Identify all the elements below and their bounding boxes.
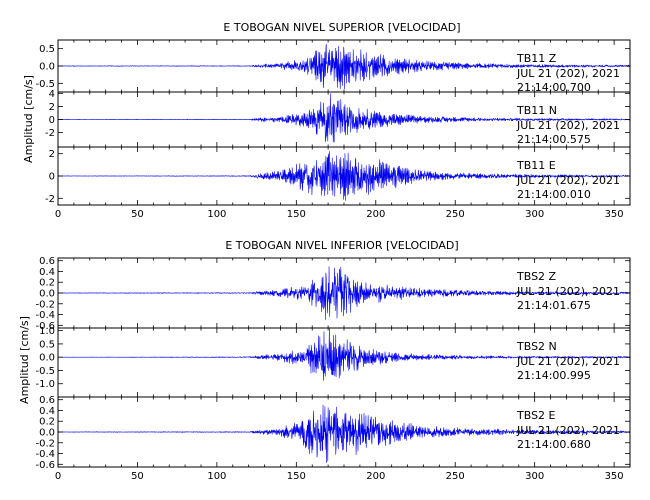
x-tick-label: 0 [55,471,61,482]
panel-tb11-z: -0.5 0.0 0.5 TB11 Z JUL 21 (202), 202121:14:… [35,39,631,94]
station-component-label: TBS2 Z [516,270,557,283]
date-label: JUL 21 (202), 2021 [516,119,620,132]
y-tick-label: -1.0 [35,379,55,390]
trace-line [57,327,631,381]
date-label: JUL 21 (202), 2021 [516,174,620,187]
station-component-label: TB11 N [516,104,557,117]
x-tick-label: 150 [287,471,306,482]
y-tick-label: -0.2 [35,438,55,449]
y-tick-label: -0.6 [35,321,55,332]
date-label: JUL 21 (202), 2021 [516,355,620,368]
time-label: 21:14:01.675 [517,299,591,312]
trace-line [57,151,631,201]
y-tick-label: 1.0 [39,326,55,337]
y-tick-label: 0.4 [39,267,55,278]
trace-line [57,43,631,90]
y-tick-label: 0.6 [39,256,55,267]
x-tick-label: 300 [525,471,544,482]
date-label: JUL 21 (202), 2021 [516,67,620,80]
x-tick-label: 200 [366,209,385,220]
y-tick-label: -0.5 [35,366,55,377]
y-tick-label: 0.0 [39,353,55,364]
panel-tb11-n: -2 0 2 4 TB11 N JUL 21 (202), 202121:14:00.57… [45,89,631,148]
x-tick-label: 350 [605,209,624,220]
x-tick-label: 200 [366,471,385,482]
x-tick-label: 0 [55,209,61,220]
y-tick-label: -0.2 [35,299,55,310]
panel-tbs2-n: -1.0 -0.5 0.0 0.5 1.0 TBS2 N JUL 21 (202), 202… [35,326,631,398]
y-tick-label: 0.5 [39,339,55,350]
x-tick-label: 300 [525,209,544,220]
x-tick-label: 50 [131,209,144,220]
y-tick-label: 0 [49,172,55,183]
station-component-label: TBS2 N [516,340,557,353]
x-tick-label: 50 [131,471,144,482]
time-label: 21:14:00.680 [517,438,591,451]
y-axis-label: Amplitud [cm/s] [22,75,35,163]
y-tick-label: -0.6 [35,460,55,471]
time-label: 21:14:00.575 [517,133,591,146]
y-tick-label: 2 [49,149,55,160]
x-tick-label: 100 [207,471,226,482]
trace-line [57,404,631,463]
time-label: 21:14:00.700 [517,81,591,94]
time-label: 21:14:00.010 [517,188,591,201]
y-tick-label: -0.5 [35,79,55,90]
chart-title: E TOBOGAN NIVEL INFERIOR [VELOCIDAD] [225,239,458,252]
chart-upper: E TOBOGAN NIVEL SUPERIOR [VELOCIDAD] Amp… [22,21,631,220]
chart-title: E TOBOGAN NIVEL SUPERIOR [VELOCIDAD] [223,21,460,34]
y-tick-label: -2 [45,128,55,139]
y-tick-label: 0.0 [39,289,55,300]
y-tick-label: -0.4 [35,310,55,321]
y-tick-label: -2 [45,194,55,205]
y-tick-label: -0.4 [35,449,55,460]
date-label: JUL 21 (202), 2021 [516,285,620,298]
x-tick-label: 350 [605,471,624,482]
date-label: JUL 21 (202), 2021 [516,424,620,437]
y-tick-label: 0.6 [39,395,55,406]
time-label: 21:14:00.995 [517,369,591,382]
station-component-label: TB11 Z [516,52,557,65]
x-tick-label: 100 [207,209,226,220]
y-tick-label: 0.2 [39,417,55,428]
panel-tbs2-z: -0.6-0.4-0.20.00.20.40.6 TBS2 Z JUL 21 (20… [35,256,631,332]
station-component-label: TB11 E [516,159,556,172]
trace-line [57,266,631,320]
x-tick-label: 150 [287,209,306,220]
x-tick-label: 250 [446,209,465,220]
y-tick-label: 2 [49,102,55,113]
y-tick-label: 0.2 [39,278,55,289]
y-tick-label: 0 [49,115,55,126]
chart-lower: E TOBOGAN NIVEL INFERIOR [VELOCIDAD] Amp… [18,239,631,482]
y-tick-label: 0.0 [39,428,55,439]
y-tick-label: 0.5 [39,44,55,55]
station-component-label: TBS2 E [516,409,556,422]
y-tick-label: 0.4 [39,406,55,417]
panel-tbs2-e: -0.6-0.4-0.20.00.20.40.6 TBS2 E JUL 21 (20… [35,395,631,471]
trace-line [57,93,631,143]
y-tick-label: 0.0 [39,62,55,73]
y-axis-label: Amplitud [cm/s] [18,316,31,404]
y-tick-label: 4 [49,89,55,100]
x-tick-label: 250 [446,471,465,482]
